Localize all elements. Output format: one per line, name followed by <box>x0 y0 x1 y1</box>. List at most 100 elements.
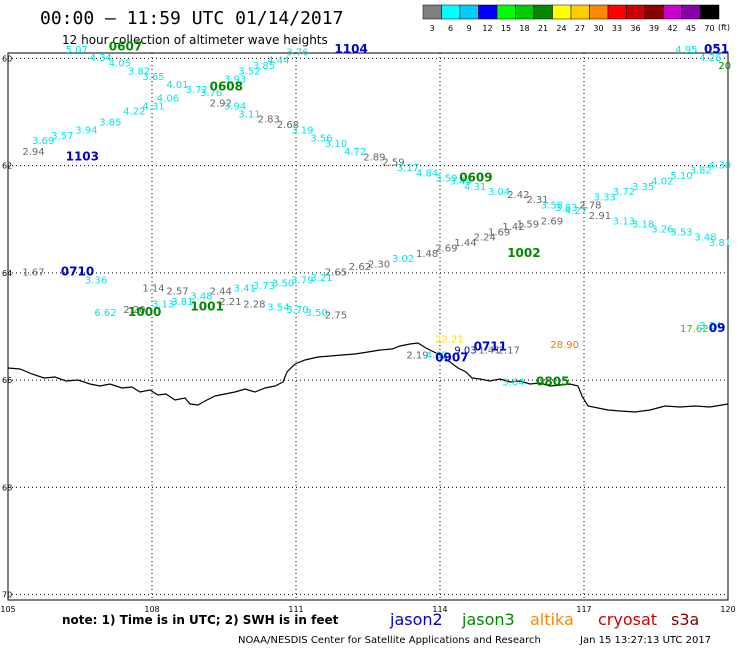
wave-height-value: 4.02 <box>426 351 448 362</box>
legend-swatch <box>496 4 516 20</box>
wave-height-value: 3.44 <box>450 176 472 187</box>
wave-height-value: 3.59 <box>435 174 457 185</box>
wave-height-value: 3.24 <box>699 321 721 332</box>
wave-height-value: 5.07 <box>66 45 88 56</box>
units-note: note: 1) Time is in UTC; 2) SWH is in fe… <box>62 613 339 627</box>
wave-height-value: 3.35 <box>632 182 654 193</box>
legend-swatch <box>607 4 627 20</box>
wave-height-value: 2.31 <box>526 195 548 206</box>
legend-label: 12 <box>482 24 492 33</box>
wave-height-value: 3.48 <box>694 233 716 244</box>
legend-swatch <box>570 4 590 20</box>
wave-height-value: 3.10 <box>325 139 347 150</box>
wave-height-value: 1.69 <box>488 227 510 238</box>
pass-time-label: 1000 <box>128 305 161 319</box>
wave-height-value: 3.13 <box>152 300 174 311</box>
pass-time-label: 0907 <box>435 350 468 364</box>
pass-time-label: 1002 <box>507 246 540 260</box>
timestamp-text: Jan 15 13:27:13 UTC 2017 <box>579 635 711 646</box>
satellite-jason2: jason2 <box>389 610 443 629</box>
wave-height-value: 4.84 <box>416 168 438 179</box>
legend-unit: (ft) <box>718 23 730 32</box>
wave-height-value: 1.67 <box>22 268 44 279</box>
longitude-label: 111 <box>288 605 303 614</box>
latitude-label: 70 <box>2 591 12 600</box>
wave-height-value: 2.69 <box>541 217 563 228</box>
coastline <box>7 342 729 413</box>
wave-height-value: 2.89 <box>363 152 385 163</box>
wave-height-value: 2.59 <box>382 158 404 169</box>
legend-swatch <box>681 4 701 20</box>
pass-time-label: 0609 <box>459 171 492 185</box>
wave-height-value: 1.44 <box>454 238 476 249</box>
wave-height-value: 4.02 <box>651 176 673 187</box>
wave-height-value: 3.02 <box>392 254 414 265</box>
wave-height-value: 3.26 <box>651 225 673 236</box>
wave-height-value: 3.18 <box>632 219 654 230</box>
wave-height-value: 3.04 <box>488 187 510 198</box>
legend-label: 39 <box>649 24 659 33</box>
page-title: 00:00 – 11:59 UTC 01/14/2017 <box>40 8 343 29</box>
pass-time-label: 1001 <box>190 299 223 313</box>
pass-time-label: 0607 <box>109 39 142 53</box>
wave-height-value: 6.62 <box>94 308 116 319</box>
legend-swatch <box>515 4 535 20</box>
pass-time-label: 0710 <box>61 265 94 279</box>
wave-height-value: 3.70 <box>286 305 308 316</box>
latitude-label: 66 <box>2 376 12 385</box>
legend-label: 9 <box>466 24 471 33</box>
wave-height-value: 2.65 <box>325 268 347 279</box>
legend-label: 6 <box>448 24 453 33</box>
latitude-label: 68 <box>2 483 12 492</box>
wave-height-value: 1.48 <box>416 249 438 260</box>
legend-swatch <box>589 4 609 20</box>
wave-height-value: 2.30 <box>368 260 390 271</box>
wave-height-value: 17.62 <box>680 324 709 335</box>
wave-height-value: 3.36 <box>85 276 107 287</box>
map-frame <box>7 52 729 601</box>
wave-height-value: 3.48 <box>190 292 212 303</box>
wave-height-value: 3.54 <box>267 302 289 313</box>
wave-height-value: 3.72 <box>186 85 208 96</box>
wave-height-value: 4.22 <box>123 107 145 118</box>
wave-height-value: 28.90 <box>550 340 579 351</box>
satellite-jason3: jason3 <box>461 610 515 629</box>
longitude-labels: 105 108 111 114 117 120 <box>0 605 735 614</box>
lat-lon-grid <box>8 53 728 600</box>
legend-label: 70 <box>704 24 714 33</box>
legend-swatch <box>459 4 479 20</box>
legend-swatch <box>626 4 646 20</box>
wave-height-value: 3.81 <box>709 238 731 249</box>
wave-height-value: 3.11 <box>238 109 260 120</box>
credit-text: NOAA/NESDIS Center for Satellite Applica… <box>238 635 541 646</box>
legend-swatch <box>663 4 683 20</box>
wave-height-value: 3.82 <box>128 66 150 77</box>
wave-height-value: 22.21 <box>435 335 464 346</box>
wave-height-value: 1.14 <box>142 284 164 295</box>
wave-height-value: 3.50 <box>306 308 328 319</box>
latitude-label: 60 <box>2 54 12 63</box>
wave-height-value: 2.21 <box>219 297 241 308</box>
legend-swatch <box>441 4 461 20</box>
wave-height-value: 20 <box>718 61 731 72</box>
legend-swatch <box>552 4 572 20</box>
wave-height-value: 2.17 <box>498 345 520 356</box>
wave-height-value: 2.78 <box>579 201 601 212</box>
wave-height-value: 3.65 <box>142 72 164 83</box>
wave-height-value: 3.17 <box>397 163 419 174</box>
wave-height-value: 1.42 <box>502 222 524 233</box>
wave-height-value: 3.83 <box>555 203 577 214</box>
legend-swatch <box>422 4 442 20</box>
legend-label: 21 <box>538 24 548 33</box>
legend-swatch <box>700 4 720 20</box>
wave-height-value: 2.44 <box>210 286 232 297</box>
wave-height-value: 4.72 <box>344 147 366 158</box>
wave-height-value: 3.73 <box>253 281 275 292</box>
longitude-label: 105 <box>0 605 15 614</box>
longitude-label: 117 <box>576 605 591 614</box>
pass-time-label: 1104 <box>334 42 367 56</box>
wave-height-value: 3.64 <box>502 377 524 388</box>
wave-height-value: 2.28 <box>243 300 265 311</box>
pass-time-label: 09 <box>709 321 726 335</box>
wave-height-value: 3.52 <box>238 66 260 77</box>
